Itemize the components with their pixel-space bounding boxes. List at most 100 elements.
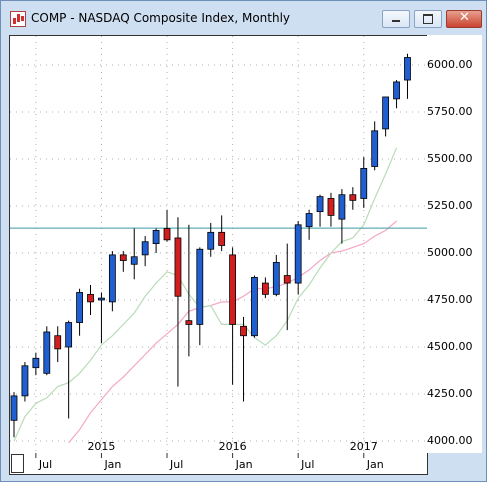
- candle: [152, 228, 160, 253]
- candle-body: [87, 293, 94, 303]
- candle: [43, 326, 51, 376]
- candle: [240, 316, 247, 402]
- y-tick-label: 4500.00: [427, 340, 473, 353]
- y-tick-label: 6000.00: [427, 58, 473, 71]
- candle: [174, 217, 182, 387]
- candle: [54, 326, 62, 363]
- candle: [294, 221, 302, 295]
- y-tick-label: 5750.00: [427, 105, 473, 118]
- candle-body: [283, 275, 291, 284]
- candle: [360, 157, 368, 208]
- candle: [32, 352, 40, 376]
- candle: [130, 228, 138, 280]
- candle-body: [218, 231, 226, 246]
- candle-body: [43, 331, 51, 374]
- x-tick-label: Jan: [235, 458, 253, 471]
- candle: [251, 275, 258, 338]
- candle-body: [240, 325, 247, 337]
- window-title: COMP - NASDAQ Composite Index, Monthly: [31, 11, 291, 25]
- candle-body: [32, 357, 40, 369]
- candle: [141, 236, 149, 267]
- x-tick-label: Jul: [169, 458, 183, 471]
- candle-body: [360, 167, 368, 199]
- candle: [76, 288, 83, 336]
- candle: [119, 251, 127, 272]
- candle-body: [119, 254, 127, 261]
- candle-body: [349, 194, 357, 201]
- candle-body: [163, 228, 171, 241]
- candle-body: [404, 57, 411, 81]
- candle-body: [185, 320, 193, 325]
- candle: [98, 292, 105, 344]
- year-label: 2015: [87, 440, 115, 453]
- candle-body: [305, 213, 313, 228]
- candle-body: [174, 237, 182, 297]
- x-tick-label: Jan: [103, 458, 121, 471]
- candle: [305, 209, 313, 240]
- minimize-icon: [392, 20, 400, 22]
- y-tick-label: 4750.00: [427, 293, 473, 306]
- year-label: 2017: [350, 440, 378, 453]
- title-bar[interactable]: COMP - NASDAQ Composite Index, Monthly ✕: [1, 1, 486, 35]
- candle-body: [21, 365, 29, 397]
- candle-body: [261, 282, 269, 295]
- price-chart: 2015 2016 2017: [10, 36, 427, 454]
- candle-body: [371, 130, 379, 167]
- candle: [196, 247, 204, 346]
- candle-body: [207, 231, 215, 250]
- candle-body: [98, 297, 105, 301]
- y-tick-label: 4000.00: [427, 434, 473, 447]
- minimize-button[interactable]: [382, 10, 410, 28]
- y-tick-label: 5250.00: [427, 199, 473, 212]
- candle-body: [316, 196, 324, 213]
- candle: [283, 243, 291, 331]
- candle: [338, 189, 346, 244]
- scroll-handle[interactable]: [11, 454, 24, 473]
- candle-body: [382, 96, 390, 130]
- candle-body: [272, 261, 280, 295]
- chart-app-icon: [10, 11, 26, 27]
- candle: [261, 277, 269, 299]
- candle: [108, 251, 116, 312]
- candle: [316, 194, 324, 227]
- close-icon: ✕: [459, 10, 470, 25]
- candle-body: [327, 198, 335, 216]
- candle: [404, 53, 411, 99]
- candle-body: [196, 248, 204, 325]
- candle: [185, 224, 193, 357]
- candle: [10, 392, 18, 438]
- x-axis: Jul Jan Jul Jan Jul Jan: [9, 453, 428, 475]
- y-tick-label: 5000.00: [427, 246, 473, 259]
- x-tick-label: Jul: [38, 458, 52, 471]
- candle-body: [130, 256, 138, 265]
- candle-body: [108, 254, 116, 303]
- candle: [371, 121, 379, 171]
- candle: [327, 192, 335, 227]
- candle: [393, 80, 400, 109]
- candle-body: [338, 194, 346, 220]
- close-button[interactable]: ✕: [446, 10, 482, 28]
- x-axis-labels: Jul Jan Jul Jan Jul Jan: [35, 453, 384, 471]
- candle: [87, 284, 94, 316]
- chart-plot-area[interactable]: 2015 2016 2017: [9, 35, 428, 455]
- candle-body: [54, 335, 62, 350]
- maximize-button[interactable]: [414, 10, 442, 28]
- candle-body: [76, 292, 83, 323]
- candle-body: [251, 277, 258, 337]
- y-axis-labels: 6000.00 5750.00 5500.00 5250.00 5000.00 4750.…: [427, 58, 473, 447]
- candle: [65, 320, 73, 419]
- candle-body: [141, 241, 149, 256]
- x-tick-label: Jan: [366, 458, 384, 471]
- candle-body: [65, 322, 73, 348]
- candle: [229, 247, 237, 385]
- moving-average-fast-line: [13, 147, 398, 442]
- candle: [349, 187, 357, 210]
- x-tick-label: Jul: [300, 458, 314, 471]
- candle: [21, 362, 29, 402]
- y-tick-label: 4250.00: [427, 387, 473, 400]
- candle: [382, 96, 390, 137]
- candle: [272, 254, 280, 297]
- maximize-icon: [423, 14, 433, 24]
- candle: [218, 215, 226, 252]
